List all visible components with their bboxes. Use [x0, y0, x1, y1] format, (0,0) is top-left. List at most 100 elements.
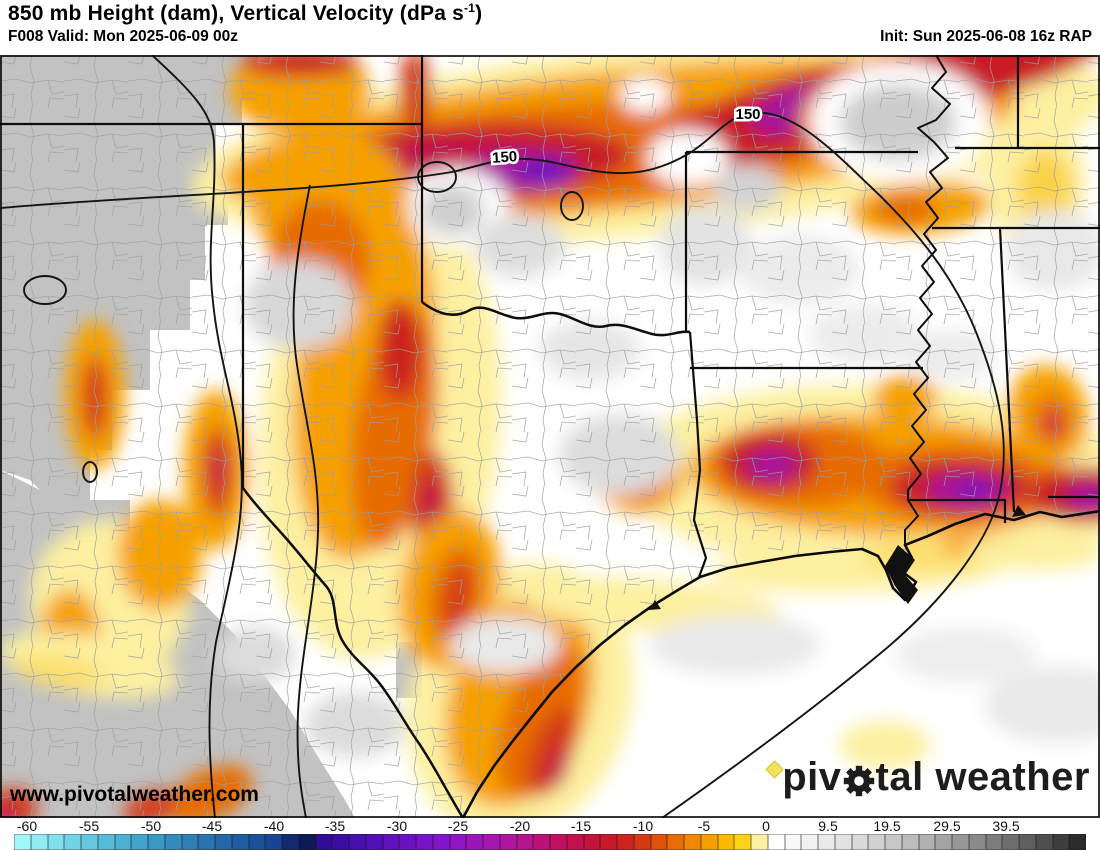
colorbar-cell [64, 834, 81, 850]
colorbar-cell [298, 834, 316, 850]
title-text: 850 mb Height (dam), Vertical Velocity (… [8, 2, 464, 25]
colorbar-cell [851, 834, 869, 850]
watermark-url: www.pivotalweather.com [10, 783, 259, 806]
colorbar-legend: -60 -55 -50 -45 -40 -35 -30 -25 -20 -15 -10 -5 0 9.5 1… [0, 818, 1100, 850]
logo-text-pre: piv [782, 755, 842, 799]
colorbar-cell [700, 834, 718, 850]
rio-grande-border [241, 487, 465, 819]
colorbar-cell [248, 834, 266, 850]
colorbar-cell [97, 834, 115, 850]
colorbar-cell [684, 834, 701, 850]
colorbar-cell [1002, 834, 1019, 850]
colorbar-cell [131, 834, 148, 850]
colorbar-cell [265, 834, 282, 850]
colorbar-tick: -20 [509, 818, 531, 834]
colorbar-cell [600, 834, 617, 850]
colorbar-cell [751, 834, 768, 850]
colorbar-cell [416, 834, 433, 850]
colorbar-cell [114, 834, 132, 850]
colorbar-cell [30, 834, 48, 850]
colorbar-cell [734, 834, 751, 850]
weather-map-svg: 150 150 [0, 14, 1100, 838]
mississippi-delta [885, 545, 918, 604]
colorbar-cell [834, 834, 852, 850]
colorbar-cell [533, 834, 550, 850]
colorbar-cell [885, 834, 902, 850]
contour-label-150-east: 150 [735, 106, 760, 123]
colorbar-cell [801, 834, 818, 850]
colorbar-cell [583, 834, 601, 850]
page-title: 850 mb Height (dam), Vertical Velocity (… [8, 1, 482, 26]
colorbar-cell [148, 834, 165, 850]
gear-icon [843, 765, 874, 796]
colorbar-tick: -25 [447, 818, 469, 834]
state-borders [0, 55, 1100, 819]
colorbar-cell [918, 834, 936, 850]
pivotal-weather-logo: piv tal weather [765, 755, 1090, 800]
colorbar-cell [231, 834, 249, 850]
colorbar-cell [466, 834, 483, 850]
colorbar-tick: -30 [386, 818, 408, 834]
map-frame [0, 55, 1100, 818]
map-header: 850 mb Height (dam), Vertical Velocity (… [0, 0, 1100, 55]
colorbar-cell [499, 834, 517, 850]
colorbar-cell [968, 834, 986, 850]
colorbar-cell [282, 834, 299, 850]
valid-time-label: F008 Valid: Mon 2025-06-09 00z [8, 28, 239, 45]
colorbar-tick: -35 [324, 818, 346, 834]
colorbar-cell [449, 834, 467, 850]
colorbar-cell [215, 834, 232, 850]
colorbar-cell [1035, 834, 1053, 850]
map-canvas[interactable]: 150 150 www.pivotalweather.com piv tal [0, 14, 1100, 838]
colorbar-tick: 0 [762, 818, 770, 834]
colorbar-cell [901, 834, 919, 850]
colorbar-tick: -15 [570, 818, 592, 834]
colorbar-cell [164, 834, 182, 850]
colorbar-cell [349, 834, 366, 850]
contour-value-labels: 150 150 [489, 104, 763, 170]
colorbar-tick: -10 [632, 818, 654, 834]
colorbar-cell [1019, 834, 1036, 850]
colorbar-cell [483, 834, 500, 850]
colorbar-cell [868, 834, 885, 850]
colorbar-tick: -40 [263, 818, 285, 834]
colorbar-cell [1052, 834, 1070, 850]
colorbar-cell [365, 834, 383, 850]
colorbar-cell [717, 834, 735, 850]
colorbar-tick: -45 [201, 818, 223, 834]
colorbar-cells [14, 834, 1086, 850]
colorbar-cell [566, 834, 584, 850]
colorbar-cell [14, 834, 31, 850]
colorbar-cell [784, 834, 802, 850]
colorbar-cell [550, 834, 567, 850]
colorbar-cell [516, 834, 534, 850]
colorbar-cell [198, 834, 215, 850]
colorbar-cell [1069, 834, 1086, 850]
colorbar-cell [667, 834, 684, 850]
logo-text-post: tal weather [875, 755, 1090, 799]
colorbar-cell [432, 834, 450, 850]
colorbar-cell [332, 834, 349, 850]
colorbar-tick: -5 [697, 818, 711, 834]
height-contours [0, 54, 1005, 819]
colorbar-cell [399, 834, 416, 850]
init-time-label: Init: Sun 2025-06-08 16z RAP [880, 28, 1092, 45]
title-close: ) [475, 2, 483, 25]
colorbar-cell [181, 834, 199, 850]
colorbar-tick: 9.5 [818, 818, 838, 834]
colorbar-cell [382, 834, 400, 850]
mississippi-river [904, 54, 951, 545]
colorbar-cell [818, 834, 835, 850]
colorbar-cell [47, 834, 65, 850]
gulf-coastline [461, 509, 1100, 819]
colorbar-tick: -55 [78, 818, 100, 834]
colorbar-tick: -50 [140, 818, 162, 834]
title-superscript: -1 [464, 1, 476, 15]
colorbar-cell [315, 834, 333, 850]
colorbar-cell [633, 834, 651, 850]
contour-label-150-west: 150 [492, 148, 518, 167]
colorbar-cell [935, 834, 952, 850]
colorbar-cell [767, 834, 785, 850]
colorbar-tick-labels: -60 -55 -50 -45 -40 -35 -30 -25 -20 -15 -10 -5 0 9.5 1… [0, 818, 1100, 834]
